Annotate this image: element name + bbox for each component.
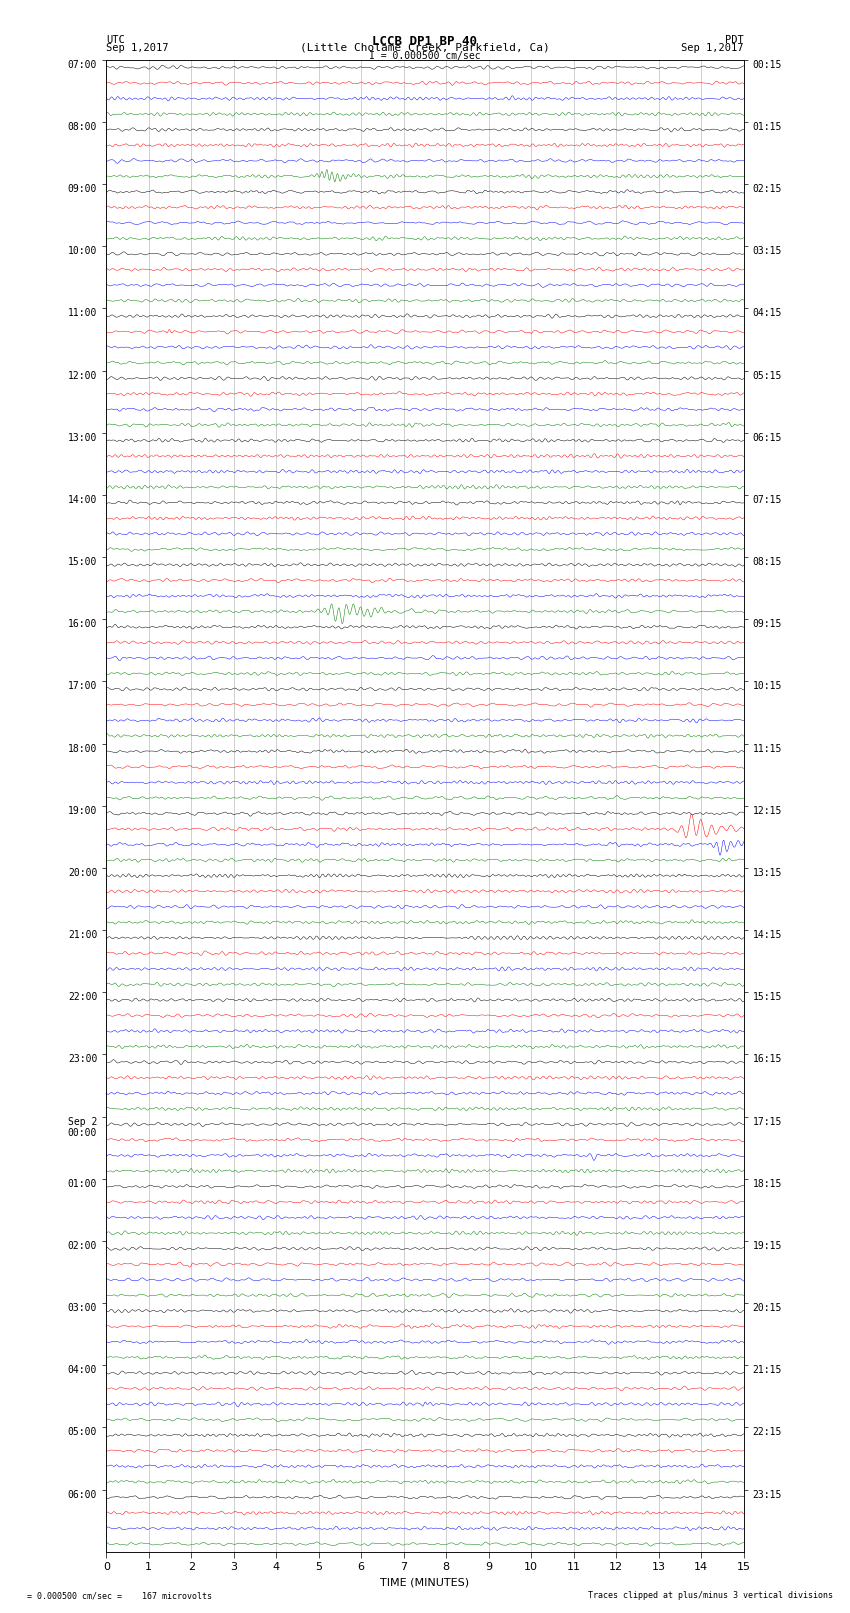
Text: (Little Cholame Creek, Parkfield, Ca): (Little Cholame Creek, Parkfield, Ca) [300, 44, 550, 53]
Text: Sep 1,2017: Sep 1,2017 [681, 44, 744, 53]
Text: I = 0.000500 cm/sec: I = 0.000500 cm/sec [369, 50, 481, 61]
Text: LCCB DP1 BP 40: LCCB DP1 BP 40 [372, 35, 478, 48]
Text: PDT: PDT [725, 35, 744, 45]
Text: Sep 1,2017: Sep 1,2017 [106, 44, 169, 53]
Text: Traces clipped at plus/minus 3 vertical divisions: Traces clipped at plus/minus 3 vertical … [588, 1590, 833, 1600]
X-axis label: TIME (MINUTES): TIME (MINUTES) [381, 1578, 469, 1587]
Text: UTC: UTC [106, 35, 125, 45]
Text: = 0.000500 cm/sec =    167 microvolts: = 0.000500 cm/sec = 167 microvolts [17, 1590, 212, 1600]
